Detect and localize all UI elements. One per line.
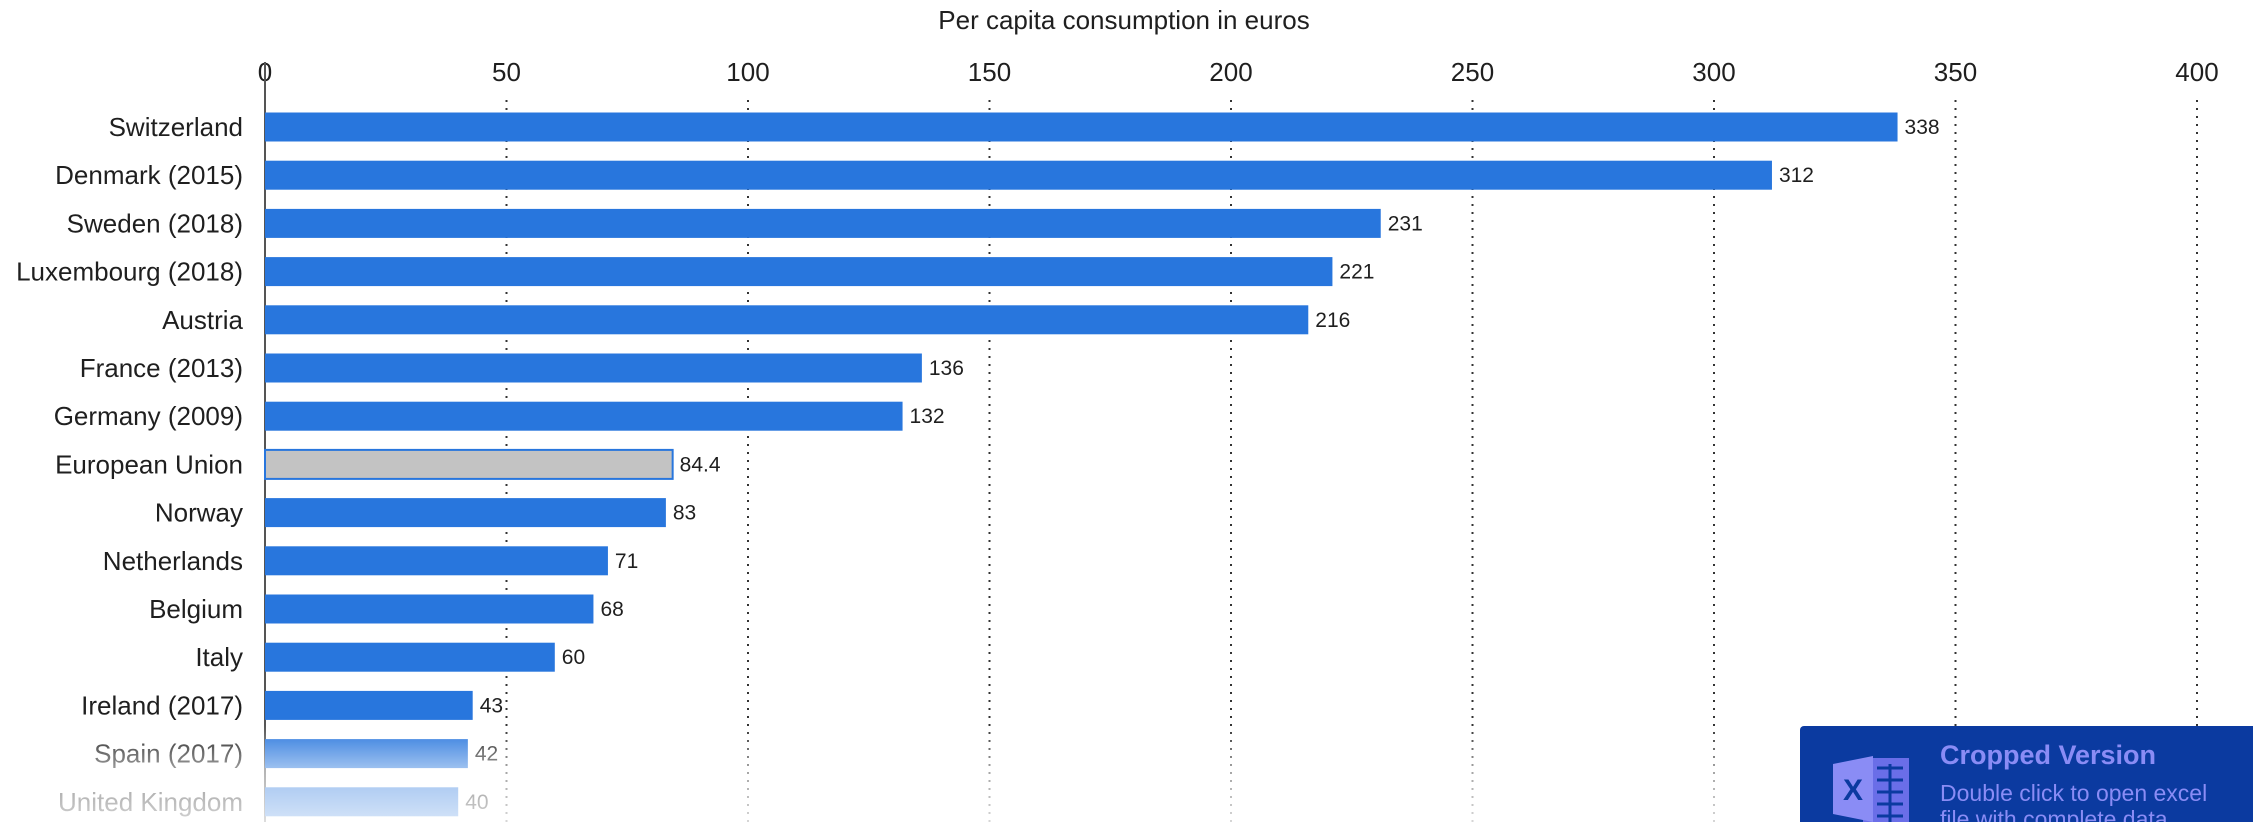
data-label: 221: [1339, 261, 1374, 284]
data-label: 60: [562, 646, 585, 669]
category-label: European Union: [55, 449, 243, 479]
bar: [265, 112, 1898, 142]
data-label: 231: [1388, 212, 1423, 235]
x-tick-label: 150: [968, 57, 1011, 87]
category-label: Luxembourg (2018): [16, 257, 243, 287]
bar: [265, 353, 922, 383]
data-label: 136: [929, 357, 964, 380]
bar: [265, 208, 1381, 238]
bar: [265, 305, 1309, 335]
x-tick-label: 350: [1934, 57, 1977, 87]
x-tick-label: 300: [1692, 57, 1735, 87]
bar: [265, 787, 459, 817]
data-label: 43: [480, 694, 503, 717]
data-label: 84.4: [680, 453, 721, 476]
excel-icon: X: [1833, 756, 1909, 822]
category-label: Austria: [162, 305, 243, 335]
bar: [265, 690, 473, 720]
data-label: 338: [1905, 116, 1940, 139]
x-tick-label: 50: [492, 57, 521, 87]
data-label: 83: [673, 502, 696, 525]
category-label: Switzerland: [109, 112, 243, 142]
x-tick-label: 250: [1451, 57, 1494, 87]
value-labels: 338 312 231 221 216 136 132 84.4 83 71 68 60 43 42 40: [465, 116, 1939, 814]
x-axis-ticks: 050100150200250300350400: [258, 57, 2219, 87]
bar: [265, 739, 468, 769]
bar: [265, 498, 666, 528]
data-label: 40: [465, 791, 488, 814]
svg-text:X: X: [1843, 774, 1863, 807]
category-label: France (2013): [80, 353, 243, 383]
bar: [265, 546, 608, 576]
category-label: Ireland (2017): [81, 690, 243, 720]
x-tick-label: 400: [2175, 57, 2218, 87]
category-label: United Kingdom: [58, 787, 243, 817]
bar: [265, 594, 594, 624]
data-label: 68: [600, 598, 623, 621]
x-axis-title: Per capita consumption in euros: [938, 5, 1309, 35]
banner-subtitle: Double click to open excel file with com…: [1940, 780, 2208, 822]
bar: [265, 160, 1772, 190]
category-label: Norway: [155, 498, 243, 528]
category-label: Denmark (2015): [55, 160, 243, 190]
x-tick-label: 200: [1209, 57, 1252, 87]
grid-lines: [505, 100, 2198, 822]
data-label: 42: [475, 743, 498, 766]
category-labels: Switzerland Denmark (2015) Sweden (2018) Lu…: [16, 112, 243, 817]
banner-title: Cropped Version: [1940, 740, 2157, 770]
bar: [264, 448, 674, 480]
data-label: 216: [1315, 309, 1350, 332]
category-label: Netherlands: [103, 546, 243, 576]
data-label: 132: [910, 405, 945, 428]
bar: [265, 642, 555, 672]
data-label: 71: [615, 550, 638, 573]
category-label: Italy: [195, 642, 243, 672]
category-label: Spain (2017): [94, 739, 243, 769]
bar: [265, 401, 903, 431]
category-label: Sweden (2018): [67, 208, 243, 238]
bars: [264, 112, 1898, 817]
data-label: 312: [1779, 164, 1814, 187]
excel-download-banner[interactable]: X Cropped Version Double click to open e…: [1800, 726, 2253, 822]
bar: [265, 257, 1333, 287]
x-tick-label: 100: [726, 57, 769, 87]
category-label: Belgium: [149, 594, 243, 624]
category-label: Germany (2009): [54, 401, 243, 431]
